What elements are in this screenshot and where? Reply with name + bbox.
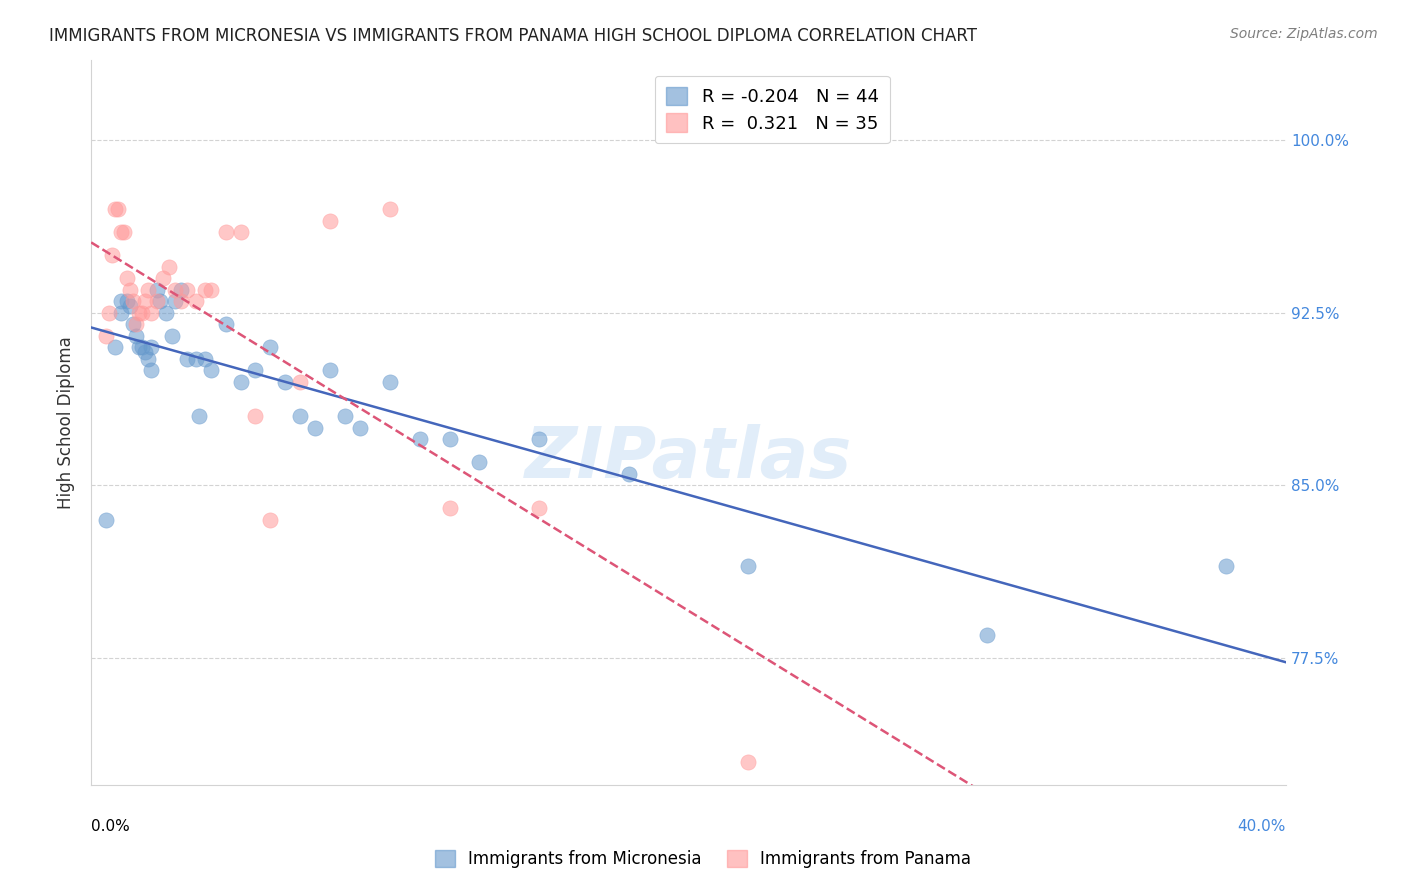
Legend: Immigrants from Micronesia, Immigrants from Panama: Immigrants from Micronesia, Immigrants f… — [429, 843, 977, 875]
Point — [319, 213, 342, 227]
Point — [259, 513, 281, 527]
Point — [274, 375, 297, 389]
Point — [187, 409, 209, 424]
Point — [529, 501, 551, 516]
Text: IMMIGRANTS FROM MICRONESIA VS IMMIGRANTS FROM PANAMA HIGH SCHOOL DIPLOMA CORRELA: IMMIGRANTS FROM MICRONESIA VS IMMIGRANTS… — [49, 27, 977, 45]
Point — [290, 409, 312, 424]
Point — [439, 433, 461, 447]
Point — [146, 283, 169, 297]
Point — [214, 318, 236, 332]
Point — [128, 306, 150, 320]
Point — [319, 363, 342, 377]
Point — [101, 248, 124, 262]
Point — [349, 421, 371, 435]
Point — [149, 294, 172, 309]
Point — [94, 328, 117, 343]
Point — [200, 283, 222, 297]
Point — [152, 271, 174, 285]
Point — [110, 225, 132, 239]
Point — [122, 318, 145, 332]
Point — [134, 345, 156, 359]
Point — [170, 283, 193, 297]
Text: 40.0%: 40.0% — [1237, 819, 1286, 834]
Point — [737, 559, 759, 574]
Point — [200, 363, 222, 377]
Point — [378, 375, 401, 389]
Point — [115, 271, 138, 285]
Point — [134, 294, 156, 309]
Point — [110, 306, 132, 320]
Point — [104, 202, 127, 217]
Point — [176, 283, 198, 297]
Point — [163, 294, 186, 309]
Point — [157, 260, 180, 274]
Point — [139, 363, 162, 377]
Text: 0.0%: 0.0% — [91, 819, 129, 834]
Point — [214, 225, 236, 239]
Point — [194, 283, 217, 297]
Point — [136, 351, 159, 366]
Text: Source: ZipAtlas.com: Source: ZipAtlas.com — [1230, 27, 1378, 41]
Point — [104, 340, 127, 354]
Point — [529, 433, 551, 447]
Point — [94, 513, 117, 527]
Point — [290, 375, 312, 389]
Point — [737, 755, 759, 769]
Point — [1215, 559, 1237, 574]
Point — [98, 306, 121, 320]
Point — [118, 299, 141, 313]
Point — [110, 294, 132, 309]
Point — [259, 340, 281, 354]
Point — [409, 433, 432, 447]
Point — [125, 318, 148, 332]
Point — [184, 351, 207, 366]
Point — [184, 294, 207, 309]
Point — [115, 294, 138, 309]
Point — [125, 328, 148, 343]
Point — [160, 328, 183, 343]
Point — [229, 375, 252, 389]
Point — [245, 363, 267, 377]
Point — [378, 202, 401, 217]
Point — [128, 340, 150, 354]
Point — [333, 409, 356, 424]
Point — [155, 306, 177, 320]
Point — [131, 306, 153, 320]
Point — [131, 340, 153, 354]
Point — [304, 421, 326, 435]
Point — [194, 351, 217, 366]
Legend: R = -0.204   N = 44, R =  0.321   N = 35: R = -0.204 N = 44, R = 0.321 N = 35 — [655, 76, 890, 144]
Point — [617, 467, 640, 481]
Point — [468, 455, 491, 469]
Point — [107, 202, 129, 217]
Point — [439, 501, 461, 516]
Point — [136, 283, 159, 297]
Point — [146, 294, 169, 309]
Point — [122, 294, 145, 309]
Point — [170, 294, 193, 309]
Point — [245, 409, 267, 424]
Text: ZIPatlas: ZIPatlas — [524, 424, 852, 493]
Point — [229, 225, 252, 239]
Y-axis label: High School Diploma: High School Diploma — [58, 335, 75, 508]
Point — [139, 340, 162, 354]
Point — [976, 628, 998, 642]
Point — [112, 225, 135, 239]
Point — [163, 283, 186, 297]
Point — [176, 351, 198, 366]
Point — [118, 283, 141, 297]
Point — [139, 306, 162, 320]
